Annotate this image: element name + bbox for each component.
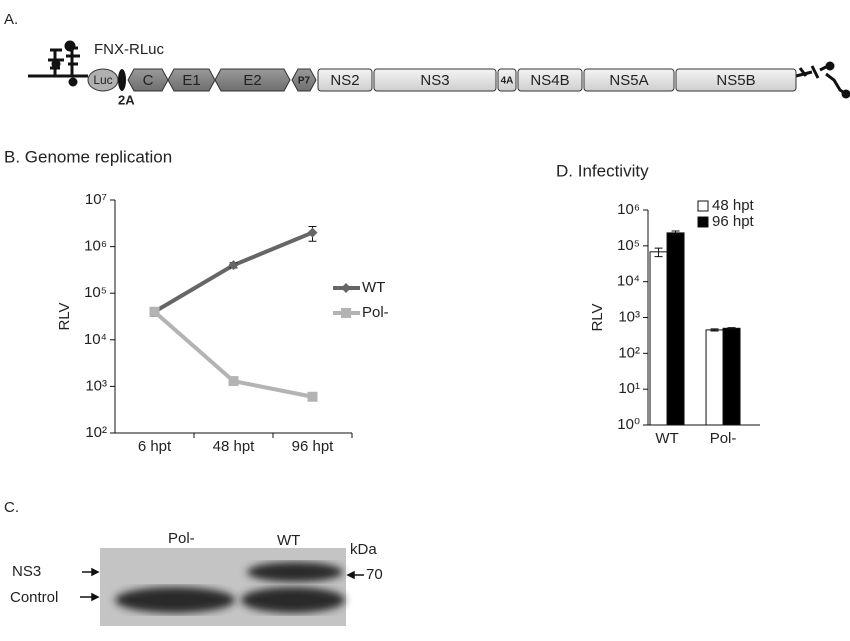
- y-axis-label: RLV: [56, 302, 73, 330]
- cleavage-site: [118, 69, 126, 91]
- bar: [705, 329, 724, 426]
- line: [153, 230, 314, 314]
- error-bar: [727, 327, 736, 330]
- y-tick-label: 10⁵: [617, 237, 640, 254]
- y-tick-label: 10¹: [618, 380, 640, 397]
- band: [247, 562, 343, 582]
- marker: [228, 376, 239, 387]
- segment-label: Luc: [93, 73, 112, 87]
- marker: [307, 391, 318, 402]
- segment-label: P7: [298, 76, 311, 87]
- error-bar: [710, 328, 719, 332]
- unit-label: kDa: [350, 541, 377, 558]
- legend-swatch: [697, 200, 709, 212]
- legend-swatch: [697, 216, 709, 228]
- x-tick-label: Pol-: [710, 430, 737, 447]
- segment-label: NS2: [330, 72, 359, 89]
- segment: [583, 68, 675, 92]
- y-tick-label: 10³: [618, 308, 640, 325]
- lane-label: Pol-: [168, 530, 195, 547]
- legend-label: 96 hpt: [712, 213, 755, 230]
- segment-label: NS3: [420, 72, 449, 89]
- segment-label: NS5B: [716, 72, 755, 89]
- segment: [517, 68, 583, 92]
- y-tick-label: 10⁴: [617, 273, 640, 290]
- y-tick-label: 10⁴: [84, 331, 107, 348]
- segment-label: NS4B: [530, 72, 569, 89]
- y-axis-label: RLV: [589, 303, 606, 331]
- panel-label: A.: [4, 11, 18, 28]
- chart-title: D. Infectivity: [556, 161, 649, 180]
- y-tick-label: 10⁶: [617, 201, 640, 218]
- error-bar: [654, 247, 663, 258]
- segment-label: C: [143, 72, 154, 89]
- arrows: [80, 567, 364, 602]
- y-tick-label: 10²: [618, 344, 640, 361]
- segment: [214, 68, 291, 92]
- legend-label: Pol-: [362, 304, 389, 321]
- x-tick-label: WT: [655, 430, 678, 447]
- segment: [317, 68, 373, 92]
- segment-label: E2: [243, 72, 261, 89]
- y-tick-label: 10²: [85, 424, 107, 441]
- x-tick-label: 48 hpt: [213, 438, 256, 455]
- y-tick-label: 10⁷: [85, 191, 107, 208]
- segment-label: 4A: [501, 76, 514, 87]
- y-tick-label: 10⁰: [617, 416, 640, 433]
- utr-5: [28, 40, 88, 87]
- band-label: NS3: [12, 563, 41, 580]
- band-label: Control: [10, 589, 58, 606]
- utr-3: [795, 61, 850, 99]
- marker: [341, 283, 351, 293]
- marker-label: 2A: [118, 92, 135, 107]
- band: [241, 587, 345, 613]
- marker: [307, 227, 318, 238]
- marker: [228, 260, 239, 271]
- chart-title: B. Genome replication: [4, 147, 172, 166]
- lane-label: WT: [277, 532, 300, 549]
- legend-label: 48 hpt: [712, 197, 755, 214]
- x-tick-label: 96 hpt: [292, 438, 335, 455]
- segment: [373, 68, 497, 92]
- y-tick-label: 10⁶: [84, 238, 107, 255]
- x-tick-label: 6 hpt: [138, 438, 172, 455]
- marker: [341, 308, 351, 318]
- bar: [649, 251, 668, 426]
- band: [115, 587, 235, 613]
- segment: [497, 68, 517, 92]
- bar: [666, 232, 685, 426]
- y-tick-label: 10⁵: [84, 284, 107, 301]
- error-bar: [671, 230, 680, 236]
- blot: [100, 548, 346, 626]
- segment-label: NS5A: [609, 72, 648, 89]
- legend-label: WT: [362, 279, 385, 296]
- panel-label: C.: [4, 499, 19, 516]
- bar: [722, 327, 741, 426]
- size-label: 70: [366, 566, 383, 583]
- y-tick-label: 10³: [85, 377, 107, 394]
- segment: [291, 68, 317, 92]
- segment-label: E1: [182, 72, 200, 89]
- construct-name: FNX-RLuc: [94, 41, 165, 58]
- marker: [149, 306, 160, 317]
- segment: [675, 68, 797, 92]
